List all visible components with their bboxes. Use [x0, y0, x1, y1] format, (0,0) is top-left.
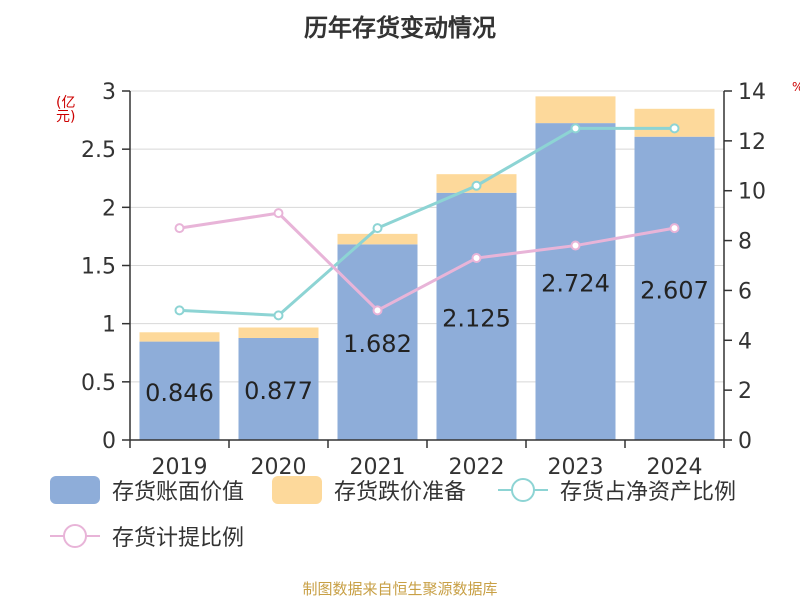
- line-ratio-net-assets-point: [372, 223, 383, 234]
- line-ratio-net-assets-point: [570, 123, 581, 134]
- legend-item-book-value[interactable]: 存货账面价值: [50, 474, 244, 506]
- x-tick-label: 2023: [548, 455, 604, 480]
- line-ratio-net-assets-point: [174, 305, 185, 316]
- bar-value-label: 2.125: [442, 304, 511, 332]
- line-provision-ratio-point: [273, 208, 284, 219]
- bar-book-value: [139, 341, 220, 440]
- left-axis-unit: (亿元): [56, 95, 76, 125]
- legend-swatch-ratio-net-assets: [498, 478, 548, 502]
- bar-book-value: [634, 136, 715, 440]
- y-right-tick-label: 4: [738, 329, 752, 354]
- y-right-tick-label: 6: [738, 279, 752, 304]
- legend-swatch-provision-ratio: [50, 524, 100, 548]
- line-provision-ratio-point: [372, 305, 383, 316]
- line-ratio-net-assets: [179, 126, 675, 317]
- legend-swatch-book-value: [50, 476, 100, 504]
- bar-impairment: [337, 233, 418, 245]
- bar-book-value: [535, 123, 616, 440]
- y-right-tick-label: 14: [738, 80, 766, 105]
- y-left-tick-label: 1: [102, 313, 116, 338]
- line-provision-ratio-point: [570, 240, 581, 251]
- legend-item-provision-ratio[interactable]: 存货计提比例: [50, 520, 244, 552]
- legend-label-ratio-net-assets: 存货占净资产比例: [560, 480, 737, 505]
- x-tick-label: 2020: [251, 455, 307, 480]
- bar-impairment: [238, 327, 319, 338]
- y-left-tick-label: 0: [102, 429, 116, 454]
- y-left-tick-label: 2: [102, 196, 116, 221]
- bar-value-label: 2.607: [640, 276, 709, 304]
- y-left-tick-label: 2.5: [81, 138, 116, 163]
- y-right-tick-label: 2: [738, 379, 752, 404]
- y-right-tick-label: 0: [738, 429, 752, 454]
- bar-value-label: 2.724: [541, 270, 610, 298]
- data-source-note: 制图数据来自恒生聚源数据库: [302, 580, 498, 598]
- chart-title: 历年存货变动情况: [304, 14, 496, 42]
- x-tick-label: 2022: [449, 455, 505, 480]
- bar-impairment: [535, 96, 616, 124]
- line-provision-ratio-point: [471, 253, 482, 264]
- x-tick-label: 2019: [152, 455, 208, 480]
- y-left-tick-label: 1.5: [81, 255, 116, 280]
- legend-swatch-impairment: [272, 476, 322, 504]
- bar-value-label: 1.682: [343, 330, 412, 358]
- line-ratio-net-assets-point: [669, 123, 680, 134]
- x-tick-label: 2024: [647, 455, 703, 480]
- bar-value-label: 0.877: [244, 377, 313, 405]
- line-ratio-net-assets-point: [273, 310, 284, 321]
- bar-book-value: [238, 337, 319, 440]
- legend-label-impairment: 存货跌价准备: [334, 480, 467, 505]
- legend-label-provision-ratio: 存货计提比例: [112, 526, 245, 551]
- legend-label-book-value: 存货账面价值: [112, 480, 245, 505]
- y-left-tick-label: 0.5: [81, 371, 116, 396]
- legend-item-ratio-net-assets[interactable]: 存货占净资产比例: [498, 474, 736, 506]
- bar-book-value: [337, 244, 418, 440]
- line-provision-ratio-point: [174, 223, 185, 234]
- x-tick-label: 2021: [350, 455, 406, 480]
- line-ratio-net-assets-point: [471, 180, 482, 191]
- line-provision-ratio: [179, 211, 675, 313]
- y-right-tick-label: 12: [738, 130, 766, 155]
- bar-value-label: 0.846: [145, 379, 214, 407]
- bar-impairment: [139, 332, 220, 342]
- bar-book-value: [436, 192, 517, 440]
- y-right-tick-label: 10: [738, 180, 766, 205]
- y-right-tick-label: 8: [738, 230, 752, 255]
- legend-item-impairment[interactable]: 存货跌价准备: [272, 474, 466, 506]
- line-provision-ratio-point: [669, 223, 680, 234]
- right-axis-unit: %: [792, 80, 800, 94]
- y-left-tick-label: 3: [102, 80, 116, 105]
